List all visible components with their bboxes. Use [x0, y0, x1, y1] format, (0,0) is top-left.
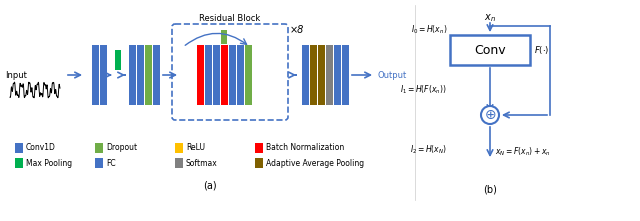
Bar [175, 143, 183, 153]
Text: (b): (b) [483, 185, 497, 195]
Bar [212, 45, 220, 105]
Text: $\oplus$: $\oplus$ [484, 108, 496, 122]
Bar [301, 45, 308, 105]
Text: (a): (a) [203, 180, 217, 190]
Text: ReLU: ReLU [186, 143, 205, 152]
Bar [152, 45, 159, 105]
Bar [221, 30, 227, 44]
Text: ×8: ×8 [290, 25, 305, 35]
Bar [129, 45, 136, 105]
Bar [326, 45, 333, 105]
Bar [15, 158, 23, 168]
FancyBboxPatch shape [450, 35, 530, 65]
Bar [145, 45, 152, 105]
Text: FC: FC [106, 158, 116, 168]
Circle shape [481, 106, 499, 124]
Text: $x_N=F(x_n)+x_n$: $x_N=F(x_n)+x_n$ [495, 146, 550, 158]
Bar [15, 143, 23, 153]
Bar [237, 45, 243, 105]
Bar [228, 45, 236, 105]
Text: Dropout: Dropout [106, 143, 137, 152]
Bar [221, 45, 227, 105]
Bar [115, 50, 121, 70]
Text: Adaptive Average Pooling: Adaptive Average Pooling [266, 158, 364, 168]
Text: Conv: Conv [474, 44, 506, 57]
Text: $I_0=H(x_n)$: $I_0=H(x_n)$ [410, 24, 447, 36]
Text: $I_1=H(F(x_n))$: $I_1=H(F(x_n))$ [400, 84, 447, 96]
Bar [99, 45, 106, 105]
Text: Max Pooling: Max Pooling [26, 158, 72, 168]
Bar [175, 158, 183, 168]
Text: Batch Normalization: Batch Normalization [266, 143, 344, 152]
Bar [196, 45, 204, 105]
Text: Softmax: Softmax [186, 158, 218, 168]
Bar [317, 45, 324, 105]
Bar [136, 45, 143, 105]
Text: Conv1D: Conv1D [26, 143, 56, 152]
Text: $F(\cdot)$: $F(\cdot)$ [534, 44, 549, 56]
Bar [342, 45, 349, 105]
Bar [333, 45, 340, 105]
Bar [95, 143, 103, 153]
Text: $x_n$: $x_n$ [484, 12, 496, 24]
Bar [244, 45, 252, 105]
Bar [310, 45, 317, 105]
Bar [255, 143, 263, 153]
Bar [95, 158, 103, 168]
Bar [92, 45, 99, 105]
Text: Output: Output [378, 70, 407, 80]
Bar [255, 158, 263, 168]
Text: Residual Block: Residual Block [200, 14, 260, 23]
Bar [205, 45, 211, 105]
Text: $I_2=H(x_N)$: $I_2=H(x_N)$ [410, 144, 447, 156]
Text: Input: Input [5, 70, 27, 80]
